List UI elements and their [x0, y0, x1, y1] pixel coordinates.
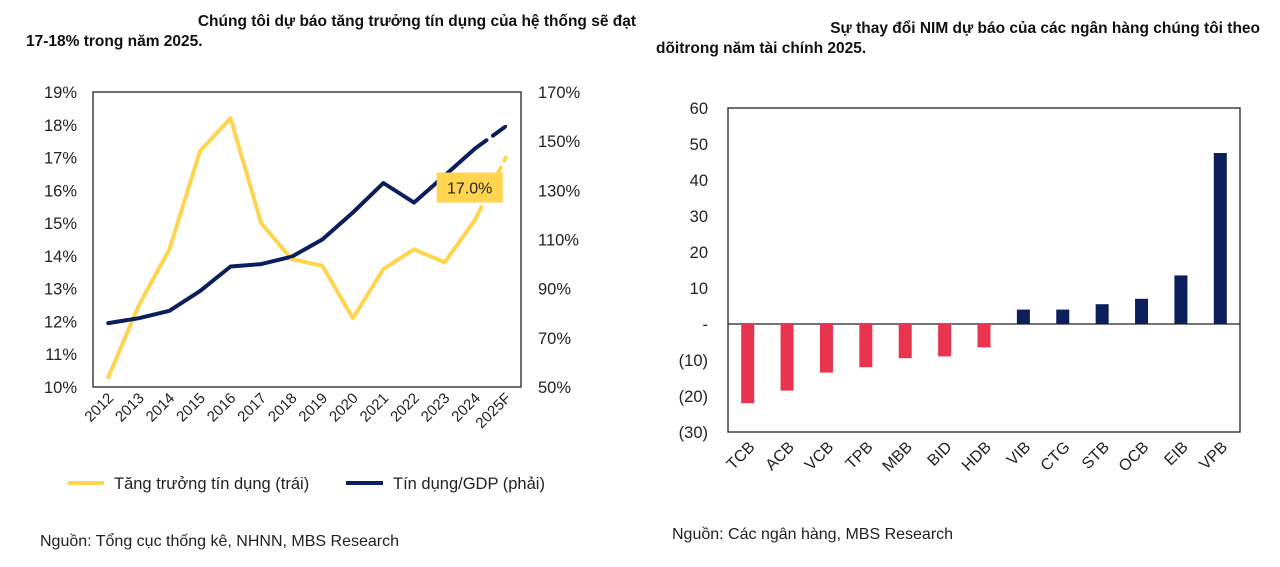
left-axis-tick-label: 17% — [44, 150, 77, 168]
x-axis-bank-label: TCB — [724, 439, 759, 474]
left-axis-tick-label: 13% — [44, 281, 77, 299]
left-title-line2: 17-18% trong năm 2025. — [26, 33, 203, 50]
nim-bar — [859, 324, 873, 368]
x-axis-bank-label: STB — [1079, 439, 1113, 473]
credit-growth-point — [137, 303, 141, 307]
x-axis-bank-label: VCB — [802, 439, 837, 474]
right-axis-tick-label: 130% — [538, 182, 581, 200]
x-axis-bank-label: OCB — [1116, 439, 1153, 476]
y-axis-tick-label: 60 — [690, 100, 708, 118]
credit-gdp-point — [504, 124, 508, 128]
plot-frame — [727, 107, 1241, 433]
credit-gdp-point — [259, 262, 263, 266]
credit-growth-point — [504, 156, 508, 160]
nim-bar — [1213, 153, 1227, 324]
left-source-note: Nguồn: Tổng cục thống kê, NHNN, MBS Rese… — [40, 533, 399, 550]
credit-growth-point — [351, 316, 355, 320]
credit-growth-point — [290, 257, 294, 261]
nim-bar — [1095, 304, 1109, 324]
right-chart-title: Sự thay đổi NIM dự báo của các ngân hàng… — [656, 19, 1260, 59]
credit-growth-point — [320, 264, 324, 268]
credit-gdp-point — [351, 210, 355, 214]
nim-bar — [780, 324, 794, 391]
x-axis-bank-label: VIB — [1004, 439, 1034, 469]
left-axis-tick-label: 10% — [44, 379, 77, 397]
right-title-line2: dõitrong năm tài chính 2025. — [656, 40, 867, 57]
nim-bar — [898, 324, 912, 359]
y-axis-tick-label: 20 — [690, 244, 708, 262]
x-axis-bank-label: HDB — [959, 439, 995, 475]
legend-label-credit-growth: Tăng trưởng tín dụng (trái) — [114, 475, 309, 493]
credit-growth-point — [443, 260, 447, 264]
annotation-box — [436, 172, 503, 203]
credit-growth-chart: 10% 11% 12% 13% 14% 15% 16% 17% 18% 19% 50% 70% 90% 1… — [44, 84, 581, 493]
left-axis-tick-label: 15% — [44, 215, 77, 233]
x-axis-bank-label: MBB — [880, 439, 917, 476]
credit-growth-point — [412, 247, 416, 251]
legend-label-credit-gdp: Tín dụng/GDP (phải) — [393, 475, 545, 493]
left-axis-tick-label: 19% — [44, 84, 77, 102]
x-axis-bank-label: EIB — [1161, 439, 1191, 469]
nim-bar — [1056, 309, 1070, 324]
annotation-label: 17.0% — [447, 181, 492, 198]
y-axis-tick-label: 40 — [690, 172, 708, 190]
credit-gdp-point — [290, 255, 294, 259]
left-axis-tick-label: 12% — [44, 313, 77, 331]
credit-growth-point — [259, 221, 263, 225]
plot-frame — [92, 91, 522, 388]
y-axis-tick-label: (30) — [679, 424, 708, 442]
credit-growth-point — [473, 218, 477, 222]
y-axis-tick-label: (10) — [679, 352, 708, 370]
x-axis-bank-label: BID — [925, 439, 956, 470]
nim-bar — [741, 324, 755, 404]
nim-bar — [1135, 298, 1149, 324]
x-axis-bank-label: VPB — [1196, 439, 1231, 474]
credit-growth-point — [167, 247, 171, 251]
nim-bar — [977, 324, 991, 348]
credit-gdp-point — [381, 181, 385, 185]
y-axis-tick-label: 10 — [690, 280, 708, 298]
left-title-line1: Chúng tôi dự báo tăng trưởng tín dụng củ… — [197, 13, 636, 30]
right-title-line1: Sự thay đổi NIM dự báo của các ngân hàng… — [830, 20, 1260, 37]
credit-gdp-point — [198, 289, 202, 293]
right-axis-tick-label: 150% — [538, 133, 581, 151]
credit-gdp-point — [412, 201, 416, 205]
credit-gdp-forecast-line — [473, 124, 508, 151]
right-source-note: Nguồn: Các ngân hàng, MBS Research — [672, 526, 954, 543]
nim-bar — [1174, 275, 1188, 324]
credit-gdp-point — [167, 309, 171, 313]
credit-growth-point — [106, 375, 110, 379]
y-axis-tick-label: - — [703, 316, 709, 334]
credit-gdp-point — [229, 265, 233, 269]
nim-bar — [938, 324, 952, 357]
x-axis-bank-label: TPB — [843, 439, 877, 473]
x-axis-bank-label: ACB — [763, 439, 798, 474]
left-chart-title: Chúng tôi dự báo tăng trưởng tín dụng củ… — [26, 12, 636, 52]
right-axis-tick-label: 90% — [538, 281, 571, 299]
credit-growth-point — [381, 267, 385, 271]
y-axis-tick-label: 30 — [690, 208, 708, 226]
left-axis-tick-label: 14% — [44, 248, 77, 266]
credit-growth-point — [198, 149, 202, 153]
left-axis-tick-label: 16% — [44, 182, 77, 200]
left-axis-tick-label: 18% — [44, 117, 77, 135]
y-axis-tick-label: 50 — [690, 136, 708, 154]
credit-gdp-point — [320, 238, 324, 241]
credit-gdp-point — [137, 316, 141, 320]
y-axis-tick-label: (20) — [679, 388, 708, 406]
right-axis-tick-label: 70% — [538, 330, 571, 348]
nim-bar — [819, 324, 833, 373]
left-axis-tick-label: 11% — [45, 346, 77, 364]
nim-bar — [1016, 309, 1030, 324]
credit-gdp-point — [473, 147, 477, 151]
right-axis-tick-label: 170% — [538, 84, 581, 102]
x-axis-bank-label: CTG — [1038, 439, 1074, 475]
right-axis-tick-label: 50% — [538, 379, 571, 397]
credit-gdp-point — [106, 321, 110, 325]
credit-growth-point — [229, 116, 233, 120]
right-axis-tick-label: 110% — [538, 232, 579, 250]
